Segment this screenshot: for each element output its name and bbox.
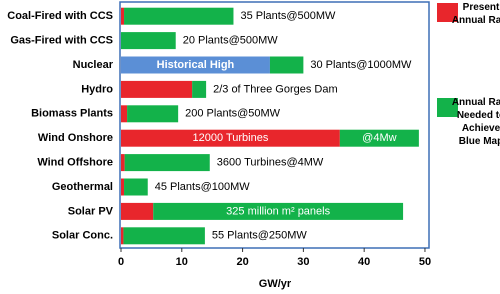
bar-segment [124, 7, 234, 25]
category-label: Solar Conc. [52, 230, 113, 242]
segment-label: 12000 Turbines [193, 132, 269, 144]
bar-end-label: 3600 Turbines@4MW [217, 157, 324, 169]
x-tick-label: 10 [176, 256, 188, 268]
segment-label: Historical High [157, 59, 235, 71]
category-label: Coal-Fired with CCS [7, 10, 113, 22]
bar-segment [121, 80, 193, 98]
bar-end-label: 2/3 of Three Gorges Dam [213, 83, 338, 95]
bar-segment [121, 105, 128, 123]
x-axis-title: GW/yr [259, 278, 292, 290]
bar-segment [339, 129, 419, 147]
category-label: Wind Offshore [37, 157, 113, 169]
bar-segment [121, 178, 125, 196]
bar-segment [153, 202, 404, 220]
bar-segment [269, 56, 304, 74]
bar-segment [121, 227, 124, 245]
bar-segment [192, 80, 207, 98]
legend-swatch [437, 3, 458, 22]
bar-segment [121, 154, 125, 172]
category-label: Nuclear [73, 59, 114, 71]
bar-segment [121, 56, 270, 74]
legend-label: Present Annual Rate [451, 2, 500, 26]
x-tick-label: 30 [297, 256, 309, 268]
bar-end-label: 200 Plants@50MW [185, 108, 281, 120]
bar-end-label: 45 Plants@100MW [155, 181, 251, 193]
legend-label: Annual Rate Needed to Achieve Blue Map [451, 97, 500, 147]
bar-segment [121, 7, 125, 25]
x-tick-label: 40 [358, 256, 370, 268]
x-tick-label: 20 [236, 256, 248, 268]
segment-label: 325 million m² panels [226, 205, 330, 217]
bar-segment [121, 129, 340, 147]
plot-frame [119, 1, 430, 249]
x-tick-label: 50 [419, 256, 431, 268]
x-tick-label: 0 [118, 256, 124, 268]
category-label: Gas-Fired with CCS [10, 35, 113, 47]
category-label: Biomass Plants [31, 108, 113, 120]
bar-segment [121, 32, 176, 50]
bar-end-label: 30 Plants@1000MW [310, 59, 412, 71]
bar-segment [127, 105, 179, 123]
bar-segment [123, 227, 205, 245]
bar-segment [124, 154, 210, 172]
bar-end-label: 20 Plants@500MW [183, 35, 279, 47]
category-label: Geothermal [52, 181, 113, 193]
bar-segment [124, 178, 148, 196]
bar-end-label: 55 Plants@250MW [212, 230, 308, 242]
category-label: Solar PV [68, 205, 114, 217]
legend-swatch [437, 98, 458, 117]
category-label: Hydro [81, 83, 113, 95]
bar-segment [121, 202, 154, 220]
segment-label: @4Mw [362, 132, 396, 144]
category-label: Wind Onshore [38, 132, 113, 144]
bar-end-label: 35 Plants@500MW [240, 10, 336, 22]
